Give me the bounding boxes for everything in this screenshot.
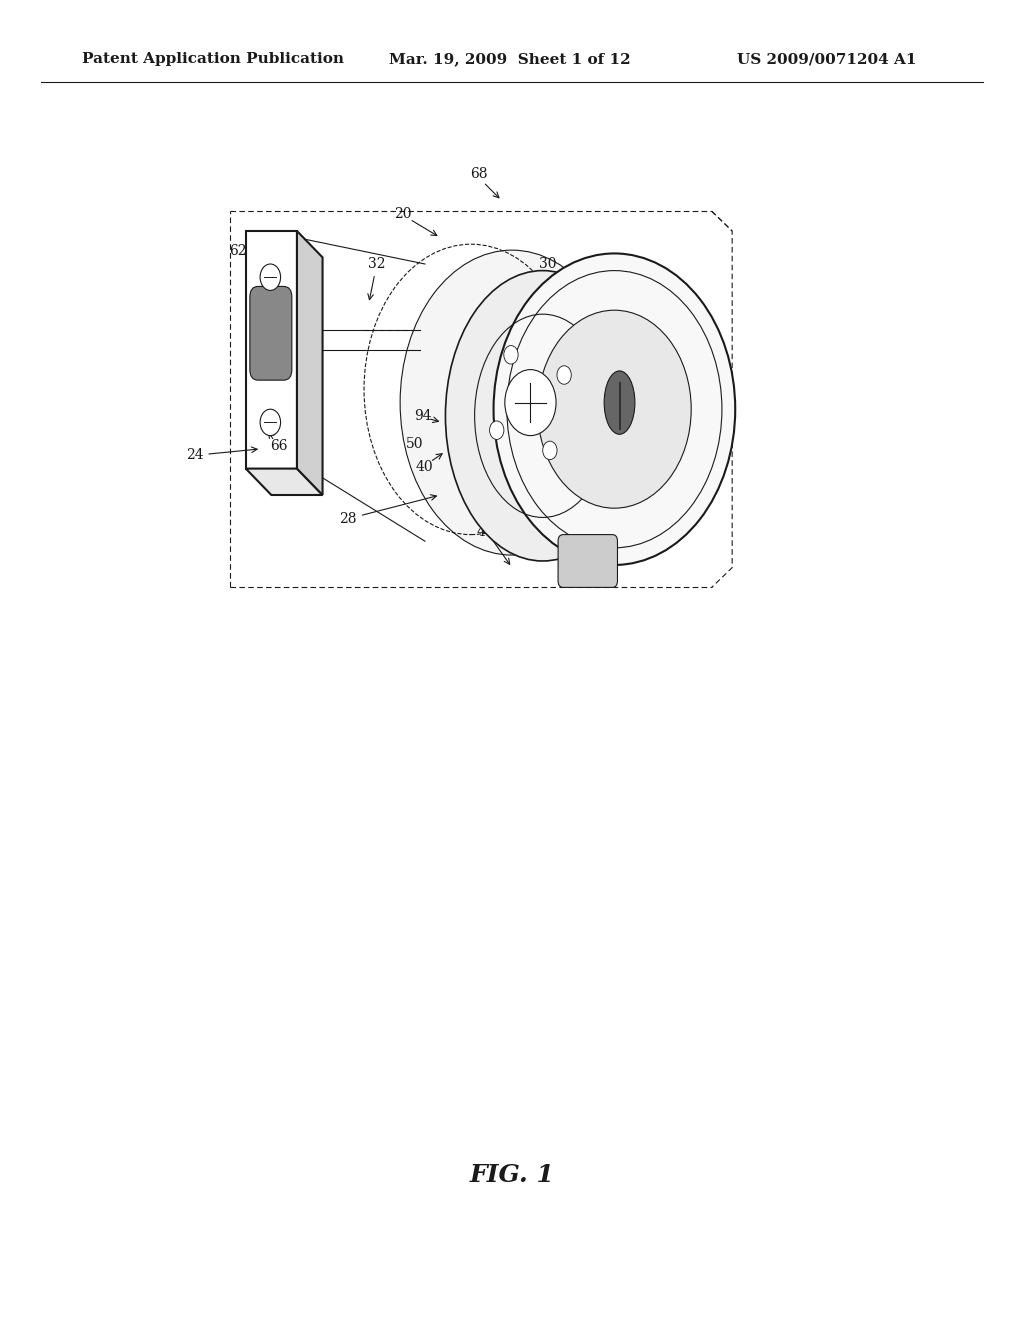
Text: 50: 50 (406, 437, 424, 450)
Text: FIG. 1: FIG. 1 (470, 1163, 554, 1187)
Text: 32: 32 (368, 257, 386, 300)
Text: 72: 72 (534, 524, 552, 537)
Text: 62: 62 (228, 244, 247, 257)
Ellipse shape (400, 251, 624, 556)
Text: 20: 20 (393, 207, 412, 220)
Circle shape (557, 366, 571, 384)
Polygon shape (246, 469, 323, 495)
Text: 56: 56 (269, 319, 288, 333)
Text: Mar. 19, 2009  Sheet 1 of 12: Mar. 19, 2009 Sheet 1 of 12 (389, 53, 631, 66)
Text: 94: 94 (414, 409, 432, 422)
Polygon shape (297, 231, 323, 495)
Circle shape (494, 253, 735, 565)
Text: 28: 28 (339, 495, 436, 525)
Circle shape (538, 310, 691, 508)
Text: 68: 68 (470, 168, 488, 181)
Text: 40: 40 (415, 461, 433, 474)
FancyBboxPatch shape (558, 535, 617, 587)
Circle shape (505, 370, 556, 436)
Ellipse shape (445, 271, 640, 561)
Circle shape (504, 346, 518, 364)
Text: 90: 90 (554, 355, 572, 368)
Text: 24: 24 (185, 447, 257, 462)
Circle shape (489, 421, 504, 440)
Text: 206: 206 (470, 500, 497, 513)
Circle shape (260, 409, 281, 436)
Text: US 2009/0071204 A1: US 2009/0071204 A1 (737, 53, 916, 66)
Text: 66: 66 (269, 440, 288, 453)
Text: Patent Application Publication: Patent Application Publication (82, 53, 344, 66)
Text: 44: 44 (476, 525, 495, 539)
Text: 66: 66 (260, 267, 279, 280)
Text: 77: 77 (608, 409, 627, 422)
Text: 30: 30 (539, 257, 610, 296)
Text: 74: 74 (566, 317, 585, 330)
Circle shape (543, 441, 557, 459)
Text: 70: 70 (572, 515, 591, 528)
Text: 58: 58 (462, 438, 480, 451)
Ellipse shape (604, 371, 635, 434)
FancyBboxPatch shape (250, 286, 292, 380)
Circle shape (260, 264, 281, 290)
